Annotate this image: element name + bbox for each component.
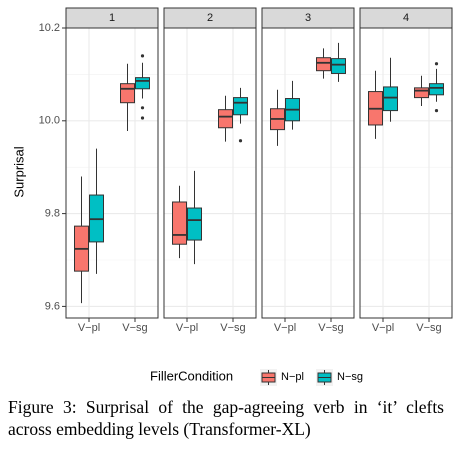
outlier [140, 54, 145, 58]
panel [164, 28, 256, 318]
x-tick-label: V−sg [416, 322, 441, 334]
outlier [140, 116, 145, 120]
panel [360, 28, 452, 318]
panel-border [65, 27, 159, 319]
box [331, 58, 346, 74]
box [187, 207, 202, 241]
box [218, 109, 233, 129]
outlier [434, 108, 439, 113]
panel-border [163, 27, 257, 319]
caption: Figure 3: Surprisal of the gap-agreeing … [8, 397, 444, 439]
legend-label: N−pl [281, 371, 304, 383]
box [383, 86, 398, 112]
outlier [434, 62, 439, 66]
x-tick-label: V−pl [372, 322, 394, 334]
x-tick-label: V−pl [176, 322, 198, 334]
y-tick-label: 10.0 [39, 115, 60, 127]
box [414, 87, 429, 99]
strip-label: 3 [305, 12, 311, 24]
panel-border [261, 27, 355, 319]
y-axis-title: Surprisal [11, 146, 26, 197]
box [316, 57, 331, 72]
panel [66, 28, 158, 318]
x-tick-label: V−sg [220, 322, 245, 334]
strip-label: 4 [403, 12, 409, 24]
x-tick-label: V−pl [274, 322, 296, 334]
outlier [140, 106, 145, 110]
chart: Surprisal FillerCondition 9.6 9.8 10.0 10.2… [11, 7, 453, 386]
y-tick-label: 9.6 [45, 300, 60, 312]
x-tick-label: V−sg [318, 322, 343, 334]
legend-label: N−sg [337, 371, 363, 383]
box [120, 83, 135, 104]
strip-label: 2 [207, 12, 213, 24]
x-tick-label: V−pl [78, 322, 100, 334]
box [135, 77, 150, 90]
strip-label: 1 [109, 12, 115, 24]
legend-title: FillerCondition [150, 368, 233, 383]
box [429, 83, 444, 96]
outlier [238, 139, 243, 143]
panel-border [359, 27, 453, 319]
x-tick-label: V−sg [122, 322, 147, 334]
box [172, 201, 187, 245]
y-tick-label: 10.2 [39, 22, 60, 34]
box [233, 97, 248, 116]
y-tick-label: 9.8 [45, 208, 60, 220]
